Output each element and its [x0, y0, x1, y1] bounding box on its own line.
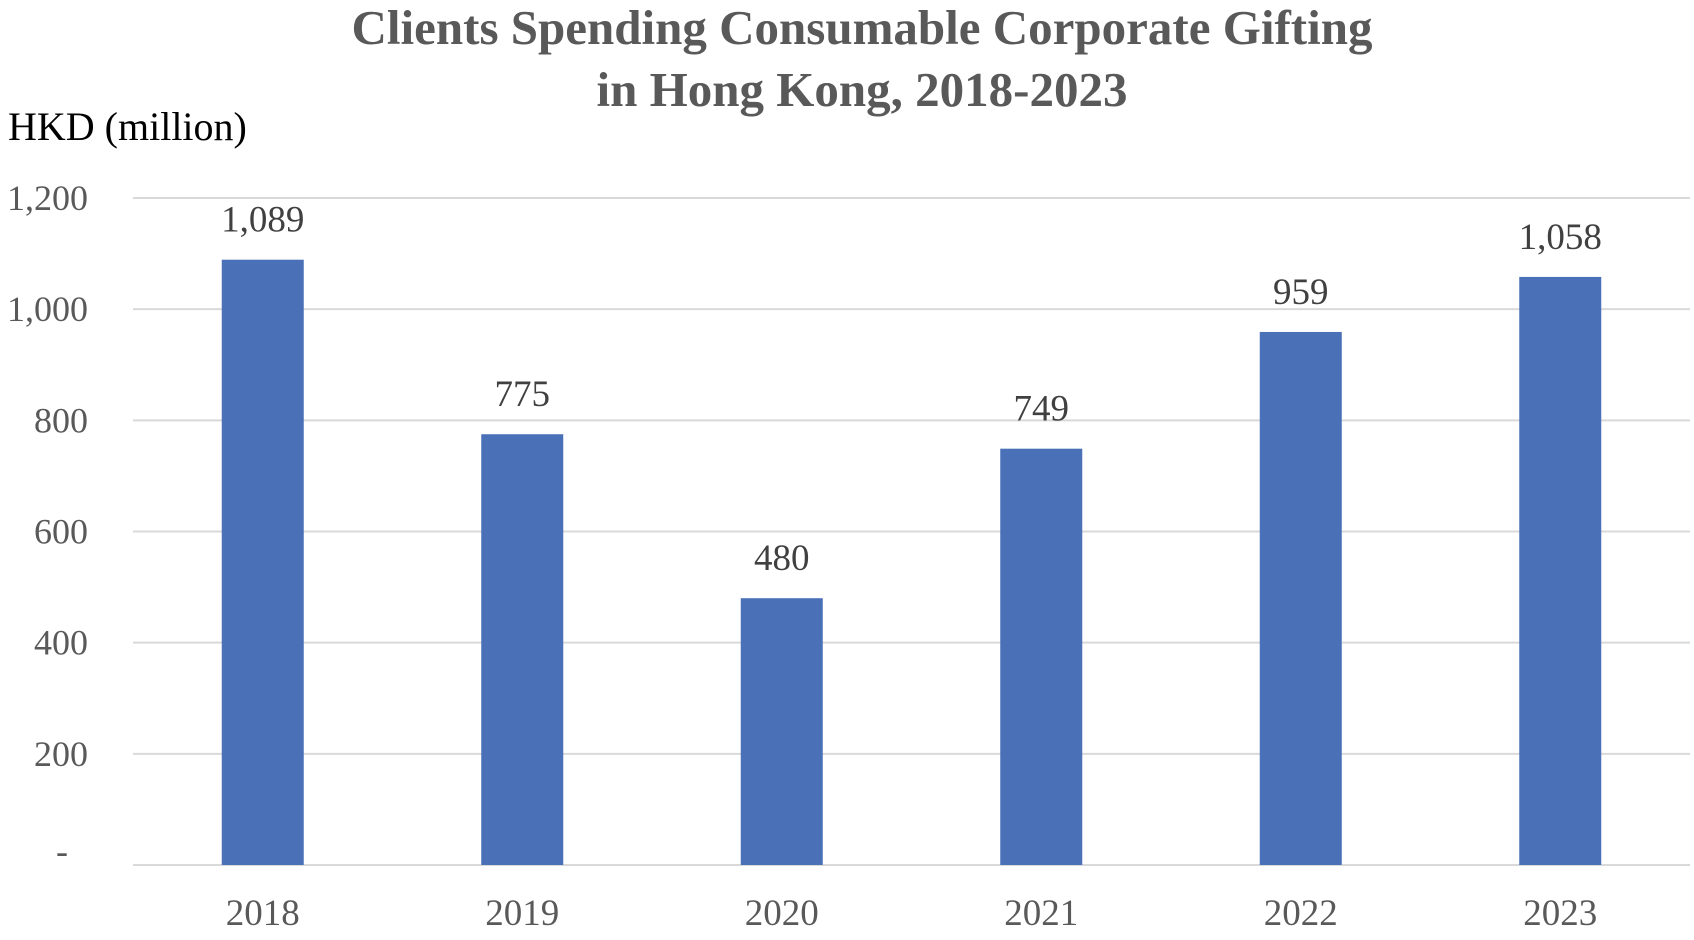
- data-label: 959: [1273, 272, 1329, 313]
- y-tick-label: 800: [34, 400, 88, 440]
- bars: [221, 259, 1602, 866]
- y-axis-unit-label: HKD (million): [8, 104, 247, 149]
- chart-title-line-1: Clients Spending Consumable Corporate Gi…: [352, 0, 1373, 55]
- x-tick-label: 2021: [1004, 893, 1078, 934]
- chart-title-line-2: in Hong Kong, 2018-2023: [597, 62, 1128, 117]
- x-tick-label: 2022: [1264, 893, 1338, 934]
- y-tick-label: 1,000: [7, 289, 88, 329]
- bar-2021: [1000, 448, 1083, 865]
- data-label: 775: [495, 374, 551, 415]
- data-label: 480: [754, 538, 810, 579]
- gridlines: [133, 197, 1690, 866]
- y-tick-label: 400: [34, 623, 88, 663]
- y-tick-label: 1,200: [7, 178, 88, 218]
- bar-2019: [481, 434, 564, 865]
- y-axis-ticks: - 200 400 600 800 1,000 1,200: [7, 178, 88, 871]
- y-tick-label: 600: [34, 512, 88, 552]
- data-label: 1,058: [1519, 217, 1602, 258]
- y-tick-label: 200: [34, 734, 88, 774]
- bar-2018: [221, 259, 304, 865]
- y-tick-label: -: [56, 831, 68, 871]
- bar-2020: [740, 598, 823, 865]
- x-tick-label: 2018: [226, 893, 300, 934]
- data-label: 1,089: [221, 200, 304, 241]
- bar-2022: [1259, 331, 1342, 866]
- data-labels: 1,089 775 480 749 959 1,058: [221, 200, 1602, 580]
- data-label: 749: [1014, 389, 1070, 430]
- x-tick-label: 2020: [745, 893, 819, 934]
- x-tick-label: 2023: [1523, 893, 1597, 934]
- x-axis-ticks: 2018 2019 2020 2021 2022 2023: [226, 893, 1598, 934]
- bar-2023: [1519, 276, 1602, 865]
- x-tick-label: 2019: [485, 893, 559, 934]
